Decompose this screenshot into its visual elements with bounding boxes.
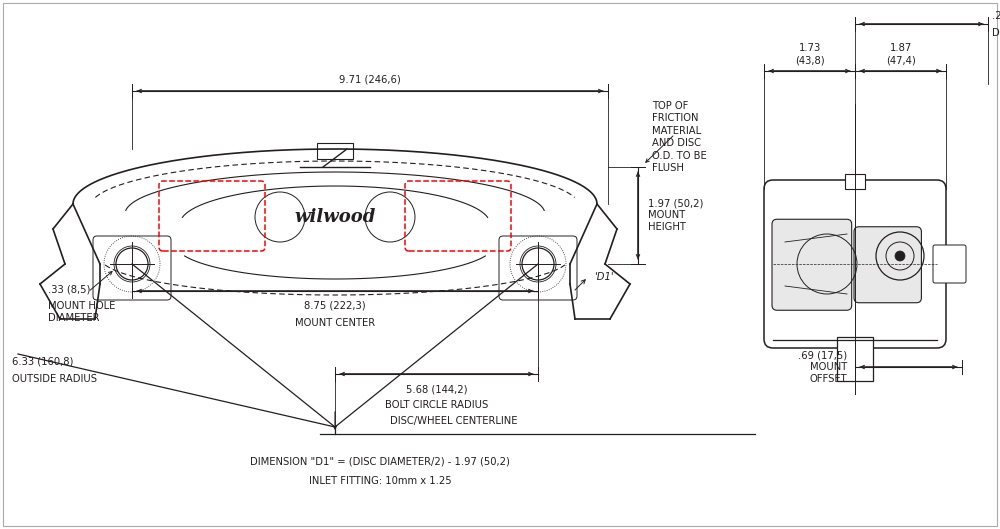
Text: 9.71 (246,6): 9.71 (246,6)	[339, 74, 401, 84]
Text: DIMENSION "D1" = (DISC DIAMETER/2) - 1.97 (50,2): DIMENSION "D1" = (DISC DIAMETER/2) - 1.9…	[250, 457, 510, 467]
Text: OUTSIDE RADIUS: OUTSIDE RADIUS	[12, 374, 97, 384]
Bar	[845, 174, 865, 189]
Text: 8.75 (222,3): 8.75 (222,3)	[304, 301, 366, 311]
Bar	[937, 252, 962, 276]
Circle shape	[895, 251, 905, 261]
Text: 'D1': 'D1'	[594, 272, 614, 282]
Text: wilwood: wilwood	[294, 208, 376, 226]
Text: .25 (6,4): .25 (6,4)	[992, 10, 1000, 20]
Text: MOUNT HOLE
DIAMETER: MOUNT HOLE DIAMETER	[48, 301, 115, 323]
FancyBboxPatch shape	[933, 245, 966, 283]
Text: DISC WIDTH: DISC WIDTH	[992, 28, 1000, 38]
Text: BOLT CIRCLE RADIUS: BOLT CIRCLE RADIUS	[385, 400, 488, 410]
Text: INLET FITTING: 10mm x 1.25: INLET FITTING: 10mm x 1.25	[309, 476, 451, 486]
Text: TOP OF
FRICTION
MATERIAL
AND DISC
O.D. TO BE
FLUSH: TOP OF FRICTION MATERIAL AND DISC O.D. T…	[652, 101, 707, 173]
Text: 1.97 (50,2)
MOUNT
HEIGHT: 1.97 (50,2) MOUNT HEIGHT	[648, 199, 703, 232]
FancyBboxPatch shape	[764, 180, 946, 348]
Text: .33 (8,5): .33 (8,5)	[48, 285, 90, 295]
FancyBboxPatch shape	[854, 227, 921, 303]
Text: DISC/WHEEL CENTERLINE: DISC/WHEEL CENTERLINE	[390, 416, 518, 426]
FancyBboxPatch shape	[772, 219, 852, 310]
Bar	[837, 337, 873, 381]
Text: .69 (17,5)
MOUNT
OFFSET: .69 (17,5) MOUNT OFFSET	[798, 350, 847, 384]
Text: 5.68 (144,2): 5.68 (144,2)	[406, 384, 467, 394]
Text: 1.73
(43,8): 1.73 (43,8)	[795, 43, 824, 65]
Text: MOUNT CENTER: MOUNT CENTER	[295, 318, 375, 328]
Text: 6.33 (160,8): 6.33 (160,8)	[12, 357, 73, 367]
Bar	[317, 143, 353, 159]
Text: 1.87
(47,4): 1.87 (47,4)	[886, 43, 915, 65]
